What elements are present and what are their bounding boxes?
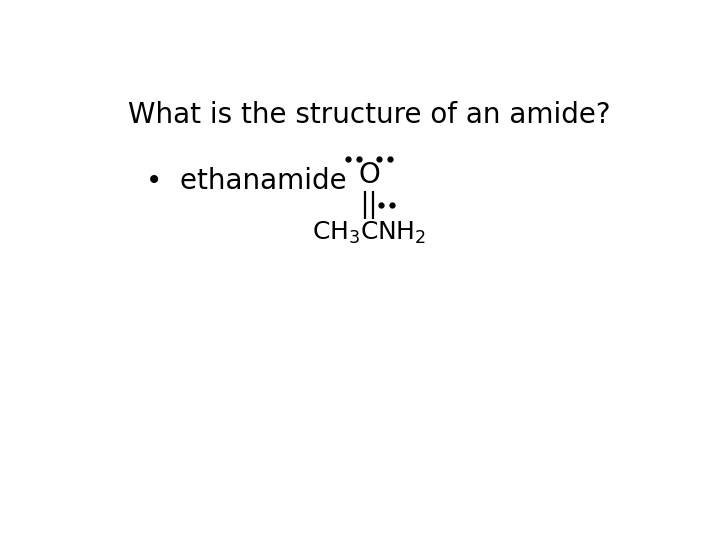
Text: •  ethanamide: • ethanamide (145, 167, 346, 195)
Text: O: O (358, 161, 380, 189)
Text: What is the structure of an amide?: What is the structure of an amide? (127, 100, 611, 129)
Text: CH$_3$CNH$_2$: CH$_3$CNH$_2$ (312, 220, 426, 246)
